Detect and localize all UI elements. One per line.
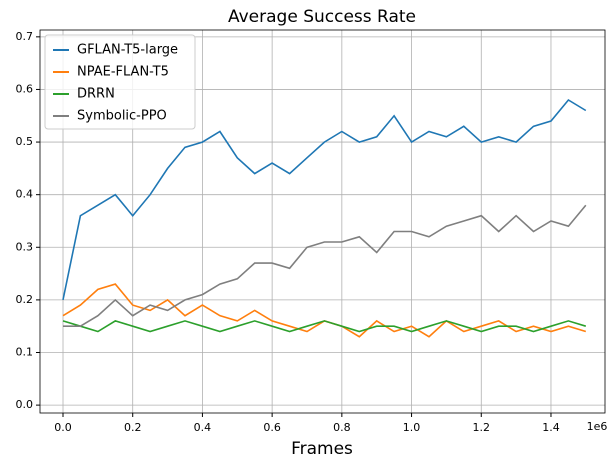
series-line bbox=[62, 320, 587, 333]
legend-label: Symbolic-PPO bbox=[77, 109, 167, 124]
y-tick-label: 0.3 bbox=[16, 240, 34, 253]
y-tick-label: 0.5 bbox=[16, 135, 34, 148]
series-line bbox=[63, 204, 587, 327]
x-tick-label: 1.4 bbox=[542, 421, 560, 434]
x-tick-label: 1.2 bbox=[473, 421, 491, 434]
x-tick-label: 0.8 bbox=[333, 421, 351, 434]
x-tick-label: 0.4 bbox=[194, 421, 212, 434]
x-tick-label: 0.6 bbox=[263, 421, 281, 434]
x-tick-label: 1.0 bbox=[403, 421, 421, 434]
y-tick-label: 0.4 bbox=[16, 188, 34, 201]
y-tick-label: 0.6 bbox=[16, 82, 34, 95]
legend-label: GFLAN-T5-large bbox=[77, 43, 178, 58]
y-tick-label: 0.7 bbox=[16, 30, 34, 43]
x-tick-label: 0.2 bbox=[124, 421, 142, 434]
legend-label: DRRN bbox=[77, 87, 115, 102]
y-tick-label: 0.2 bbox=[16, 293, 34, 306]
legend-label: NPAE-FLAN-T5 bbox=[77, 65, 169, 80]
series-line bbox=[62, 98, 587, 301]
y-tick-label: 0.0 bbox=[16, 398, 34, 411]
x-axis-label: Frames bbox=[291, 439, 353, 457]
chart-title: Average Success Rate bbox=[228, 7, 416, 27]
legend-box bbox=[44, 34, 196, 130]
plot-frame bbox=[39, 29, 606, 414]
x-tick-label: 0.0 bbox=[54, 421, 72, 434]
x-offset-label: 1e6 bbox=[587, 420, 608, 433]
y-tick-label: 0.1 bbox=[16, 345, 34, 358]
